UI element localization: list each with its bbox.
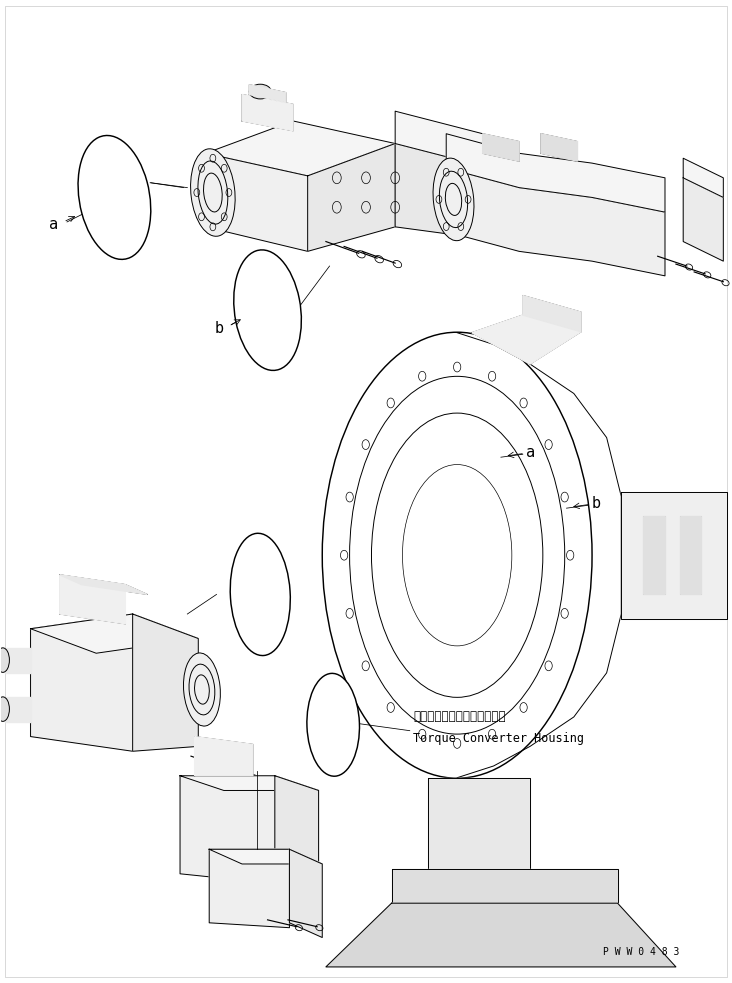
Ellipse shape [78,136,151,260]
Polygon shape [180,776,318,790]
Ellipse shape [0,697,10,722]
Polygon shape [274,776,318,889]
Polygon shape [395,111,482,166]
Polygon shape [5,649,31,672]
Polygon shape [209,849,289,928]
Polygon shape [307,144,395,252]
Ellipse shape [433,158,474,241]
Polygon shape [541,134,578,161]
Polygon shape [289,849,322,938]
Polygon shape [132,614,198,751]
Polygon shape [683,178,723,261]
Polygon shape [679,516,701,595]
Text: a: a [49,217,59,232]
Ellipse shape [322,332,592,779]
Polygon shape [482,134,519,161]
Polygon shape [31,614,198,654]
Ellipse shape [231,534,291,656]
Polygon shape [683,158,723,198]
Polygon shape [447,134,665,212]
Text: Torque Converter Housing: Torque Converter Housing [414,732,584,745]
Ellipse shape [234,250,302,371]
Polygon shape [392,869,618,903]
Polygon shape [5,697,31,722]
Polygon shape [31,614,132,751]
Polygon shape [428,778,530,869]
Polygon shape [326,903,676,967]
Polygon shape [250,85,285,102]
Ellipse shape [250,85,271,99]
Polygon shape [180,776,274,884]
Polygon shape [209,849,322,864]
Polygon shape [395,144,482,239]
Text: b: b [591,495,600,511]
Polygon shape [621,492,727,619]
Ellipse shape [190,148,235,236]
Polygon shape [195,736,253,776]
Polygon shape [60,575,125,624]
Text: b: b [214,321,223,336]
Polygon shape [471,316,581,364]
Polygon shape [60,575,147,595]
Polygon shape [206,153,307,252]
Polygon shape [643,516,665,595]
Polygon shape [206,121,395,176]
Ellipse shape [184,653,220,726]
Polygon shape [242,94,293,131]
Text: P W W 0 4 8 3: P W W 0 4 8 3 [603,947,679,957]
Ellipse shape [307,673,359,777]
Ellipse shape [0,648,10,672]
Text: a: a [526,444,534,460]
Polygon shape [447,168,665,276]
Text: トルクコンバータハウジング: トルクコンバータハウジング [414,711,506,723]
Polygon shape [523,296,581,331]
